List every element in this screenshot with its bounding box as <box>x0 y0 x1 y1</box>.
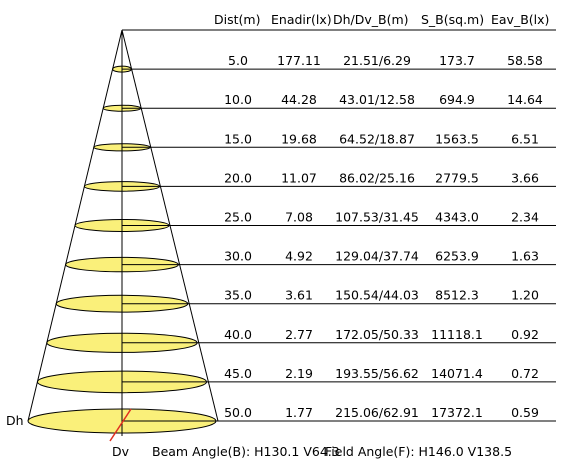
cell-eav: 0.92 <box>511 327 539 342</box>
cell-enadir: 3.61 <box>285 288 313 303</box>
cell-dist: 50.0 <box>224 405 252 420</box>
cell-eav: 6.51 <box>511 131 539 146</box>
dv-label: Dv <box>112 444 130 459</box>
cell-s-b: 14071.4 <box>431 366 483 381</box>
cell-dist: 30.0 <box>224 249 252 264</box>
cell-eav: 0.59 <box>511 405 539 420</box>
dv-marker-line <box>109 408 132 442</box>
table-row: 50.0 1.77 215.06/62.91 17372.1 0.59 <box>224 405 539 420</box>
cell-enadir: 4.92 <box>285 249 313 264</box>
cell-dist: 25.0 <box>224 210 252 225</box>
table-row: 40.0 2.77 172.05/50.33 11118.1 0.92 <box>224 327 539 342</box>
cell-dist: 10.0 <box>224 92 252 107</box>
beam-angle-label: Beam Angle(B): H130.1 V64.3 <box>152 444 340 459</box>
cell-dh-dv: 150.54/44.03 <box>335 288 419 303</box>
header-eav: Eav_B(lx) <box>491 12 549 27</box>
cell-eav: 3.66 <box>511 170 539 185</box>
table-row: 15.0 19.68 64.52/18.87 1563.5 6.51 <box>224 131 539 146</box>
cell-s-b: 8512.3 <box>435 288 479 303</box>
table-row: 20.0 11.07 86.02/25.16 2779.5 3.66 <box>224 170 539 185</box>
cell-enadir: 11.07 <box>281 170 317 185</box>
cell-eav: 1.20 <box>511 288 539 303</box>
cone-edge-left <box>27 29 123 422</box>
table-row: 30.0 4.92 129.04/37.74 6253.9 1.63 <box>224 249 539 264</box>
table-row: 35.0 3.61 150.54/44.03 8512.3 1.20 <box>224 288 539 303</box>
cell-s-b: 4343.0 <box>435 210 479 225</box>
cell-dist: 45.0 <box>224 366 252 381</box>
cell-dist: 35.0 <box>224 288 252 303</box>
cell-enadir: 2.19 <box>285 366 313 381</box>
cell-s-b: 694.9 <box>439 92 475 107</box>
cell-eav: 14.64 <box>507 92 543 107</box>
cell-s-b: 11118.1 <box>431 327 483 342</box>
cell-s-b: 6253.9 <box>435 249 479 264</box>
cell-dh-dv: 172.05/50.33 <box>335 327 419 342</box>
cell-dh-dv: 129.04/37.74 <box>335 249 419 264</box>
cell-dh-dv: 43.01/12.58 <box>339 92 415 107</box>
cell-dist: 5.0 <box>228 53 248 68</box>
cell-enadir: 2.77 <box>285 327 313 342</box>
cell-dh-dv: 86.02/25.16 <box>339 170 415 185</box>
cell-dh-dv: 193.55/56.62 <box>335 366 419 381</box>
distance-rows: 5.0 177.11 21.51/6.29 173.7 58.58 10.0 44.28 43… <box>27 53 556 434</box>
cell-dist: 40.0 <box>224 327 252 342</box>
cell-enadir: 1.77 <box>285 405 313 420</box>
cell-eav: 0.72 <box>511 366 539 381</box>
header-enadir: Enadir(lx) <box>271 12 332 27</box>
cell-s-b: 17372.1 <box>431 405 483 420</box>
table-row: 10.0 44.28 43.01/12.58 694.9 14.64 <box>224 92 543 107</box>
cell-eav: 1.63 <box>511 249 539 264</box>
dh-label: Dh <box>6 413 24 428</box>
cell-eav: 2.34 <box>511 210 539 225</box>
cell-dh-dv: 107.53/31.45 <box>335 210 419 225</box>
cell-dh-dv: 64.52/18.87 <box>339 131 415 146</box>
cell-enadir: 19.68 <box>281 131 317 146</box>
cell-s-b: 2779.5 <box>435 170 479 185</box>
header-dh-dv: Dh/Dv_B(m) <box>333 12 409 27</box>
cone-edge-right <box>121 29 219 422</box>
cell-dh-dv: 21.51/6.29 <box>343 53 411 68</box>
cell-enadir: 44.28 <box>281 92 317 107</box>
table-row: 25.0 7.08 107.53/31.45 4343.0 2.34 <box>224 210 539 225</box>
cell-dh-dv: 215.06/62.91 <box>335 405 419 420</box>
table-row: 5.0 177.11 21.51/6.29 173.7 58.58 <box>228 53 543 68</box>
cell-enadir: 7.08 <box>285 210 313 225</box>
table-row: 45.0 2.19 193.55/56.62 14071.4 0.72 <box>224 366 539 381</box>
header-dist: Dist(m) <box>214 12 260 27</box>
table-header: Dist(m) Enadir(lx) Dh/Dv_B(m) S_B(sq.m) … <box>214 12 549 27</box>
cell-dist: 15.0 <box>224 131 252 146</box>
cell-eav: 58.58 <box>507 53 543 68</box>
field-angle-label: Field Angle(F): H146.0 V138.5 <box>325 444 512 459</box>
cell-s-b: 1563.5 <box>435 131 479 146</box>
cell-enadir: 177.11 <box>277 53 321 68</box>
cell-dist: 20.0 <box>224 170 252 185</box>
cell-s-b: 173.7 <box>439 53 475 68</box>
header-s-b: S_B(sq.m) <box>421 12 484 27</box>
